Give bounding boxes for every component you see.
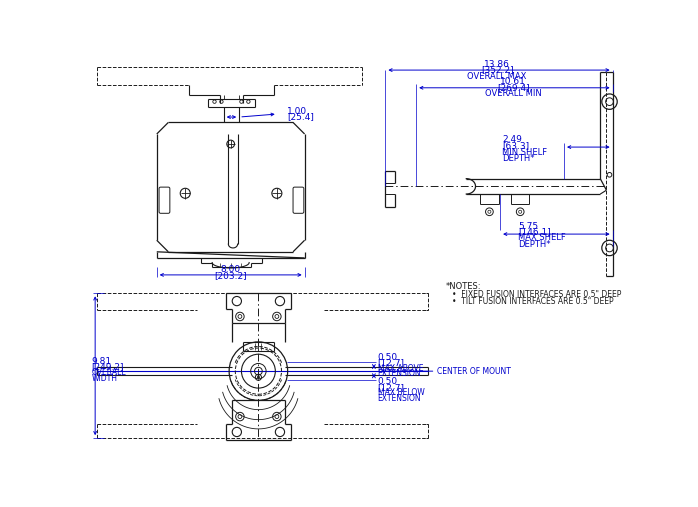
- Text: [352.2]: [352.2]: [481, 65, 514, 75]
- Text: CENTER OF MOUNT: CENTER OF MOUNT: [437, 367, 511, 376]
- Text: [269.4]: [269.4]: [497, 83, 530, 92]
- Text: OVERALL MAX: OVERALL MAX: [468, 71, 527, 81]
- Text: OVERALL MIN: OVERALL MIN: [485, 89, 542, 98]
- Circle shape: [258, 376, 260, 378]
- Text: EXTENSION: EXTENSION: [378, 393, 422, 403]
- Text: 0.50: 0.50: [378, 353, 398, 362]
- Text: DEPTH*: DEPTH*: [503, 154, 535, 163]
- Text: MIN SHELF: MIN SHELF: [503, 148, 548, 157]
- Text: •  TILT FUSION INTERFACES ARE 0.5" DEEP: • TILT FUSION INTERFACES ARE 0.5" DEEP: [452, 297, 614, 306]
- Text: EXTENSION: EXTENSION: [378, 369, 422, 378]
- Text: [25.4]: [25.4]: [287, 113, 314, 122]
- Text: [249.2]: [249.2]: [91, 362, 124, 371]
- Text: 0.50: 0.50: [378, 377, 398, 386]
- Text: •  FIXED FUSION INTERFACES ARE 0.5" DEEP: • FIXED FUSION INTERFACES ARE 0.5" DEEP: [452, 291, 622, 300]
- Text: DEPTH*: DEPTH*: [518, 240, 551, 248]
- Text: 9.81: 9.81: [91, 356, 112, 366]
- Text: *NOTES:: *NOTES:: [445, 282, 481, 291]
- Text: MAX ABOVE: MAX ABOVE: [378, 364, 423, 373]
- Text: MAX BELOW: MAX BELOW: [378, 388, 424, 397]
- Text: 2.49: 2.49: [503, 135, 522, 144]
- Text: [63.3]: [63.3]: [503, 141, 530, 150]
- Text: 10.61: 10.61: [500, 77, 526, 86]
- Text: [12.7]: [12.7]: [378, 383, 405, 392]
- Text: [203.2]: [203.2]: [214, 271, 247, 280]
- Text: 13.86: 13.86: [484, 60, 510, 69]
- Text: OVERALL: OVERALL: [91, 368, 126, 377]
- Text: [146.1]: [146.1]: [518, 227, 551, 236]
- Text: MAX SHELF: MAX SHELF: [518, 233, 565, 242]
- Text: 8.00: 8.00: [221, 265, 241, 274]
- Text: WIDTH: WIDTH: [91, 374, 117, 383]
- Text: [12.7]: [12.7]: [378, 358, 405, 367]
- Text: 1.00: 1.00: [287, 107, 307, 116]
- Text: 5.75: 5.75: [518, 222, 538, 231]
